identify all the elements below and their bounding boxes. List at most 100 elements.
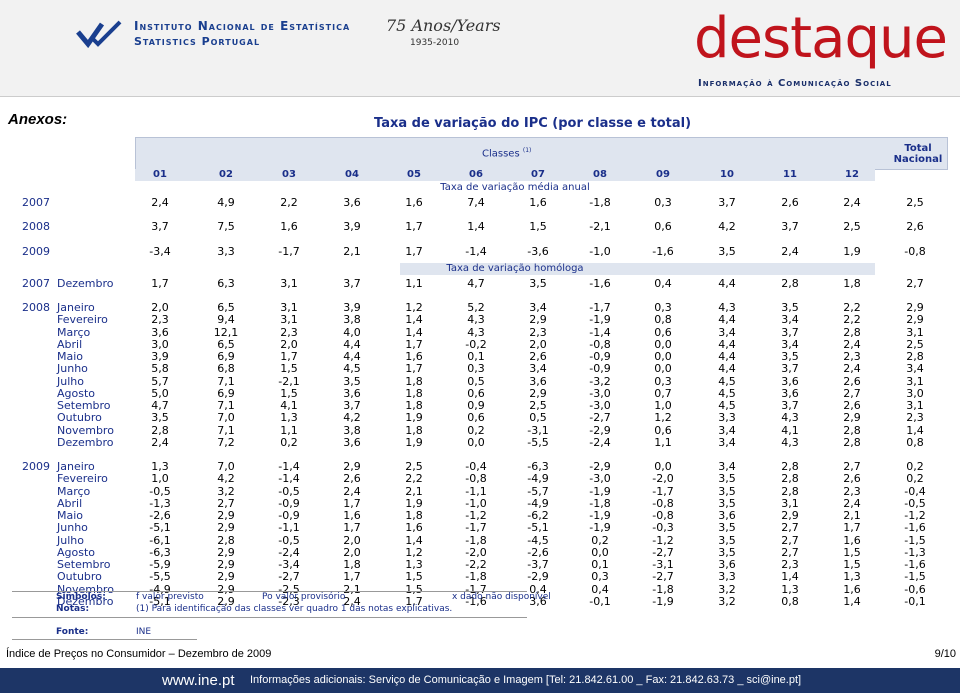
value: 0,6 [654, 220, 672, 234]
value: -1,8 [589, 196, 611, 209]
row-month: Julho [57, 374, 84, 388]
value: 3,1 [280, 313, 298, 327]
row-month: Agosto [57, 545, 96, 559]
row-month: Abril [57, 337, 83, 351]
value: 3,0 [151, 337, 169, 351]
row-month: Dezembro [57, 594, 114, 608]
value: 6,3 [217, 276, 235, 290]
value: 3,1 [280, 276, 298, 290]
value: 1,4 [843, 594, 861, 608]
value: -1,6 [904, 521, 926, 535]
value: 1,6 [280, 220, 298, 234]
value: -5,1 [527, 521, 549, 535]
value: 1,5 [843, 545, 861, 559]
value: 3,3 [217, 244, 235, 258]
row-month: Setembro [57, 558, 111, 571]
section-label: Anexos: [8, 111, 68, 128]
rule [12, 591, 527, 592]
value: 5,7 [151, 374, 169, 388]
row-month: Setembro [57, 399, 111, 412]
header: Instituto Nacional de Estatística Statis… [0, 0, 960, 97]
value: -2,6 [149, 509, 171, 522]
value: 4,5 [718, 374, 736, 388]
column-header: 01 [153, 169, 167, 180]
row-month: Junho [57, 521, 88, 535]
value: 7,2 [217, 435, 235, 449]
logo-icon [76, 20, 122, 48]
value: 2,1 [343, 582, 361, 596]
row-month: Novembro [57, 582, 114, 596]
row-month: Abril [57, 496, 83, 510]
value: -0,5 [149, 484, 171, 498]
row-month: Maio [57, 509, 84, 522]
value: -1,3 [904, 545, 926, 559]
value: -1,6 [904, 558, 926, 571]
value: 2,6 [343, 472, 361, 486]
value: 2,4 [781, 244, 799, 258]
column-header: 09 [656, 169, 670, 180]
value: -1,7 [278, 244, 300, 258]
value: 3,7 [781, 220, 799, 234]
value: 0,2 [591, 533, 609, 547]
column-header: 06 [469, 169, 483, 180]
value: 5,8 [151, 362, 169, 376]
value: 3,9 [343, 301, 361, 314]
value: 4,5 [343, 362, 361, 376]
value: 1,5 [405, 582, 423, 596]
value: 1,1 [405, 276, 423, 290]
anniversary-years: 1935-2010 [410, 38, 460, 48]
value: -0,5 [278, 484, 300, 498]
value: 2,0 [343, 533, 361, 547]
value: -1,9 [589, 313, 611, 327]
symbols-label: Símbolos: [56, 592, 106, 602]
row-month: Dezembro [57, 276, 114, 290]
value: 0,0 [591, 545, 609, 559]
value: 2,7 [217, 496, 235, 510]
value: 3,6 [151, 325, 169, 339]
value: 4,4 [343, 350, 361, 363]
column-header: 07 [531, 169, 545, 180]
value: 2,7 [781, 533, 799, 547]
value: 2,3 [151, 313, 169, 327]
value: 3,6 [343, 196, 361, 209]
value: -0,5 [278, 533, 300, 547]
row-month: Outubro [57, 411, 102, 425]
value: 2,8 [781, 276, 799, 290]
value: 2,9 [529, 313, 547, 327]
value: -2,5 [278, 582, 300, 596]
value: 2,5 [529, 399, 547, 412]
value: -3,4 [149, 244, 171, 258]
value: 4,3 [781, 411, 799, 425]
value: 1,3 [280, 411, 298, 425]
row-month: Outubro [57, 570, 102, 584]
value: -1,1 [465, 484, 487, 498]
value: 2,9 [217, 509, 235, 522]
value: 3,4 [781, 313, 799, 327]
value: 3,4 [781, 337, 799, 351]
value: 2,6 [843, 399, 861, 412]
value: 2,9 [217, 570, 235, 584]
row-month: Agosto [57, 386, 96, 400]
value: 1,7 [405, 362, 423, 376]
value: 2,6 [781, 196, 799, 209]
value: 2,8 [843, 325, 861, 339]
value: 1,8 [343, 558, 361, 571]
symbol: f valor previsto [136, 592, 204, 602]
value: 0,0 [654, 337, 672, 351]
value: 3,5 [718, 496, 736, 510]
column-header: 11 [783, 169, 797, 180]
value: 2,9 [906, 313, 924, 327]
value: 4,3 [718, 301, 736, 314]
value: 0,0 [654, 362, 672, 376]
row-month: Fevereiro [57, 472, 108, 486]
value: 2,1 [343, 244, 361, 258]
section-title: Taxa de variação média anual [440, 182, 590, 193]
value: 2,9 [343, 460, 361, 473]
value: -4,9 [527, 472, 549, 486]
value: 2,3 [781, 558, 799, 571]
value: -3,0 [589, 386, 611, 400]
value: 1,2 [405, 545, 423, 559]
value: 1,3 [405, 558, 423, 571]
value: 3,7 [343, 276, 361, 290]
